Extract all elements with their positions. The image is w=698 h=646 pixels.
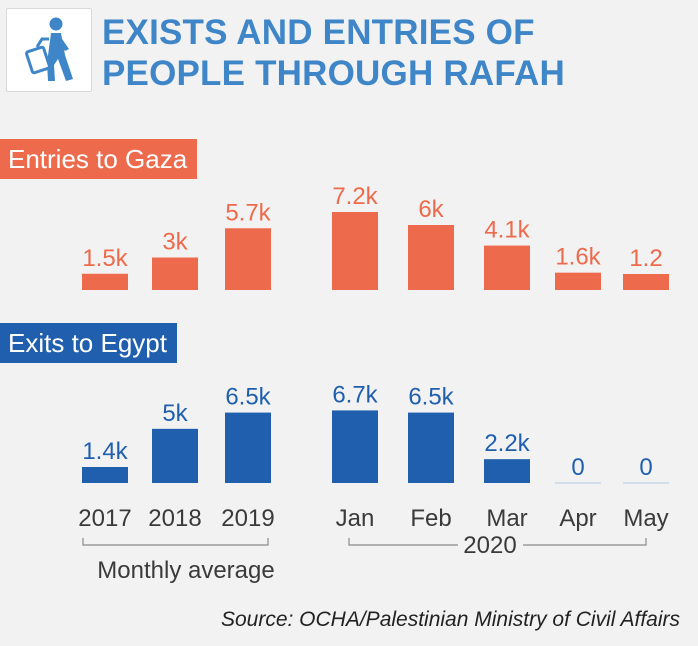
- data-label-entries-2018: 3k: [162, 229, 188, 256]
- bar-entries-may: [623, 274, 669, 290]
- data-label-exits-apr: 0: [571, 454, 584, 481]
- x-tick-label-feb: Feb: [410, 505, 451, 532]
- x-tick-label-mar: Mar: [486, 505, 527, 532]
- bar-exits-mar: [484, 459, 530, 483]
- bar-entries-2018: [152, 257, 198, 290]
- x-tick-label-2017: 2017: [78, 505, 131, 532]
- group-label-monthly-average: Monthly average: [97, 557, 274, 584]
- data-label-entries-jan: 7.2k: [332, 183, 378, 210]
- page-title: EXISTS AND ENTRIES OF PEOPLE THROUGH RAF…: [102, 12, 565, 94]
- data-label-exits-may: 0: [639, 454, 652, 481]
- entries-section-label: Entries to Gaza: [0, 139, 198, 179]
- group-label-2020: 2020: [463, 532, 516, 559]
- bar-entries-apr: [555, 272, 601, 290]
- bar-exits-2018: [152, 428, 198, 483]
- data-label-entries-may: 1.2: [629, 245, 662, 272]
- data-label-entries-mar: 4.1k: [484, 217, 530, 244]
- source-note: Source: OCHA/Palestinian Ministry of Civ…: [220, 608, 680, 631]
- bar-chart: 1.5k 3k 5.7k 7.2k 6k 4.1k 1.6k 1.2 1.4k 5k 6.5k 6.7…: [78, 183, 669, 584]
- bar-entries-mar: [484, 245, 530, 290]
- x-tick-label-2019: 2019: [221, 505, 274, 532]
- bar-entries-2017: [82, 273, 128, 290]
- data-label-entries-2019: 5.7k: [225, 199, 271, 226]
- data-label-entries-feb: 6k: [418, 196, 444, 223]
- group-bracket-2020: [348, 538, 647, 546]
- x-tick-label-apr: Apr: [559, 505, 596, 532]
- data-label-exits-2019: 6.5k: [225, 384, 271, 411]
- title-line-1: EXISTS AND ENTRIES OF: [102, 13, 535, 52]
- x-tick-label-may: May: [623, 505, 668, 532]
- x-tick-label-jan: Jan: [336, 505, 375, 532]
- bar-exits-2019: [225, 412, 271, 483]
- bar-exits-2017: [82, 467, 128, 483]
- data-label-exits-feb: 6.5k: [408, 384, 454, 411]
- group-bracket-monthly-average: [82, 538, 269, 546]
- bar-exits-feb: [408, 412, 454, 483]
- bar-entries-jan: [332, 212, 378, 290]
- exits-section-label: Exits to Egypt: [0, 323, 177, 363]
- bar-entries-feb: [408, 225, 454, 290]
- data-label-exits-jan: 6.7k: [332, 381, 378, 408]
- x-tick-label-2018: 2018: [148, 505, 201, 532]
- data-label-exits-mar: 2.2k: [484, 430, 530, 457]
- data-label-entries-2017: 1.5k: [82, 245, 128, 272]
- bar-entries-2019: [225, 228, 271, 290]
- data-label-exits-2018: 5k: [162, 400, 188, 427]
- bar-exits-jan: [332, 410, 378, 483]
- data-label-exits-2017: 1.4k: [82, 438, 128, 465]
- traveler-icon: [6, 8, 92, 92]
- title-line-2: PEOPLE THROUGH RAFAH: [102, 54, 565, 93]
- data-label-entries-apr: 1.6k: [555, 244, 601, 271]
